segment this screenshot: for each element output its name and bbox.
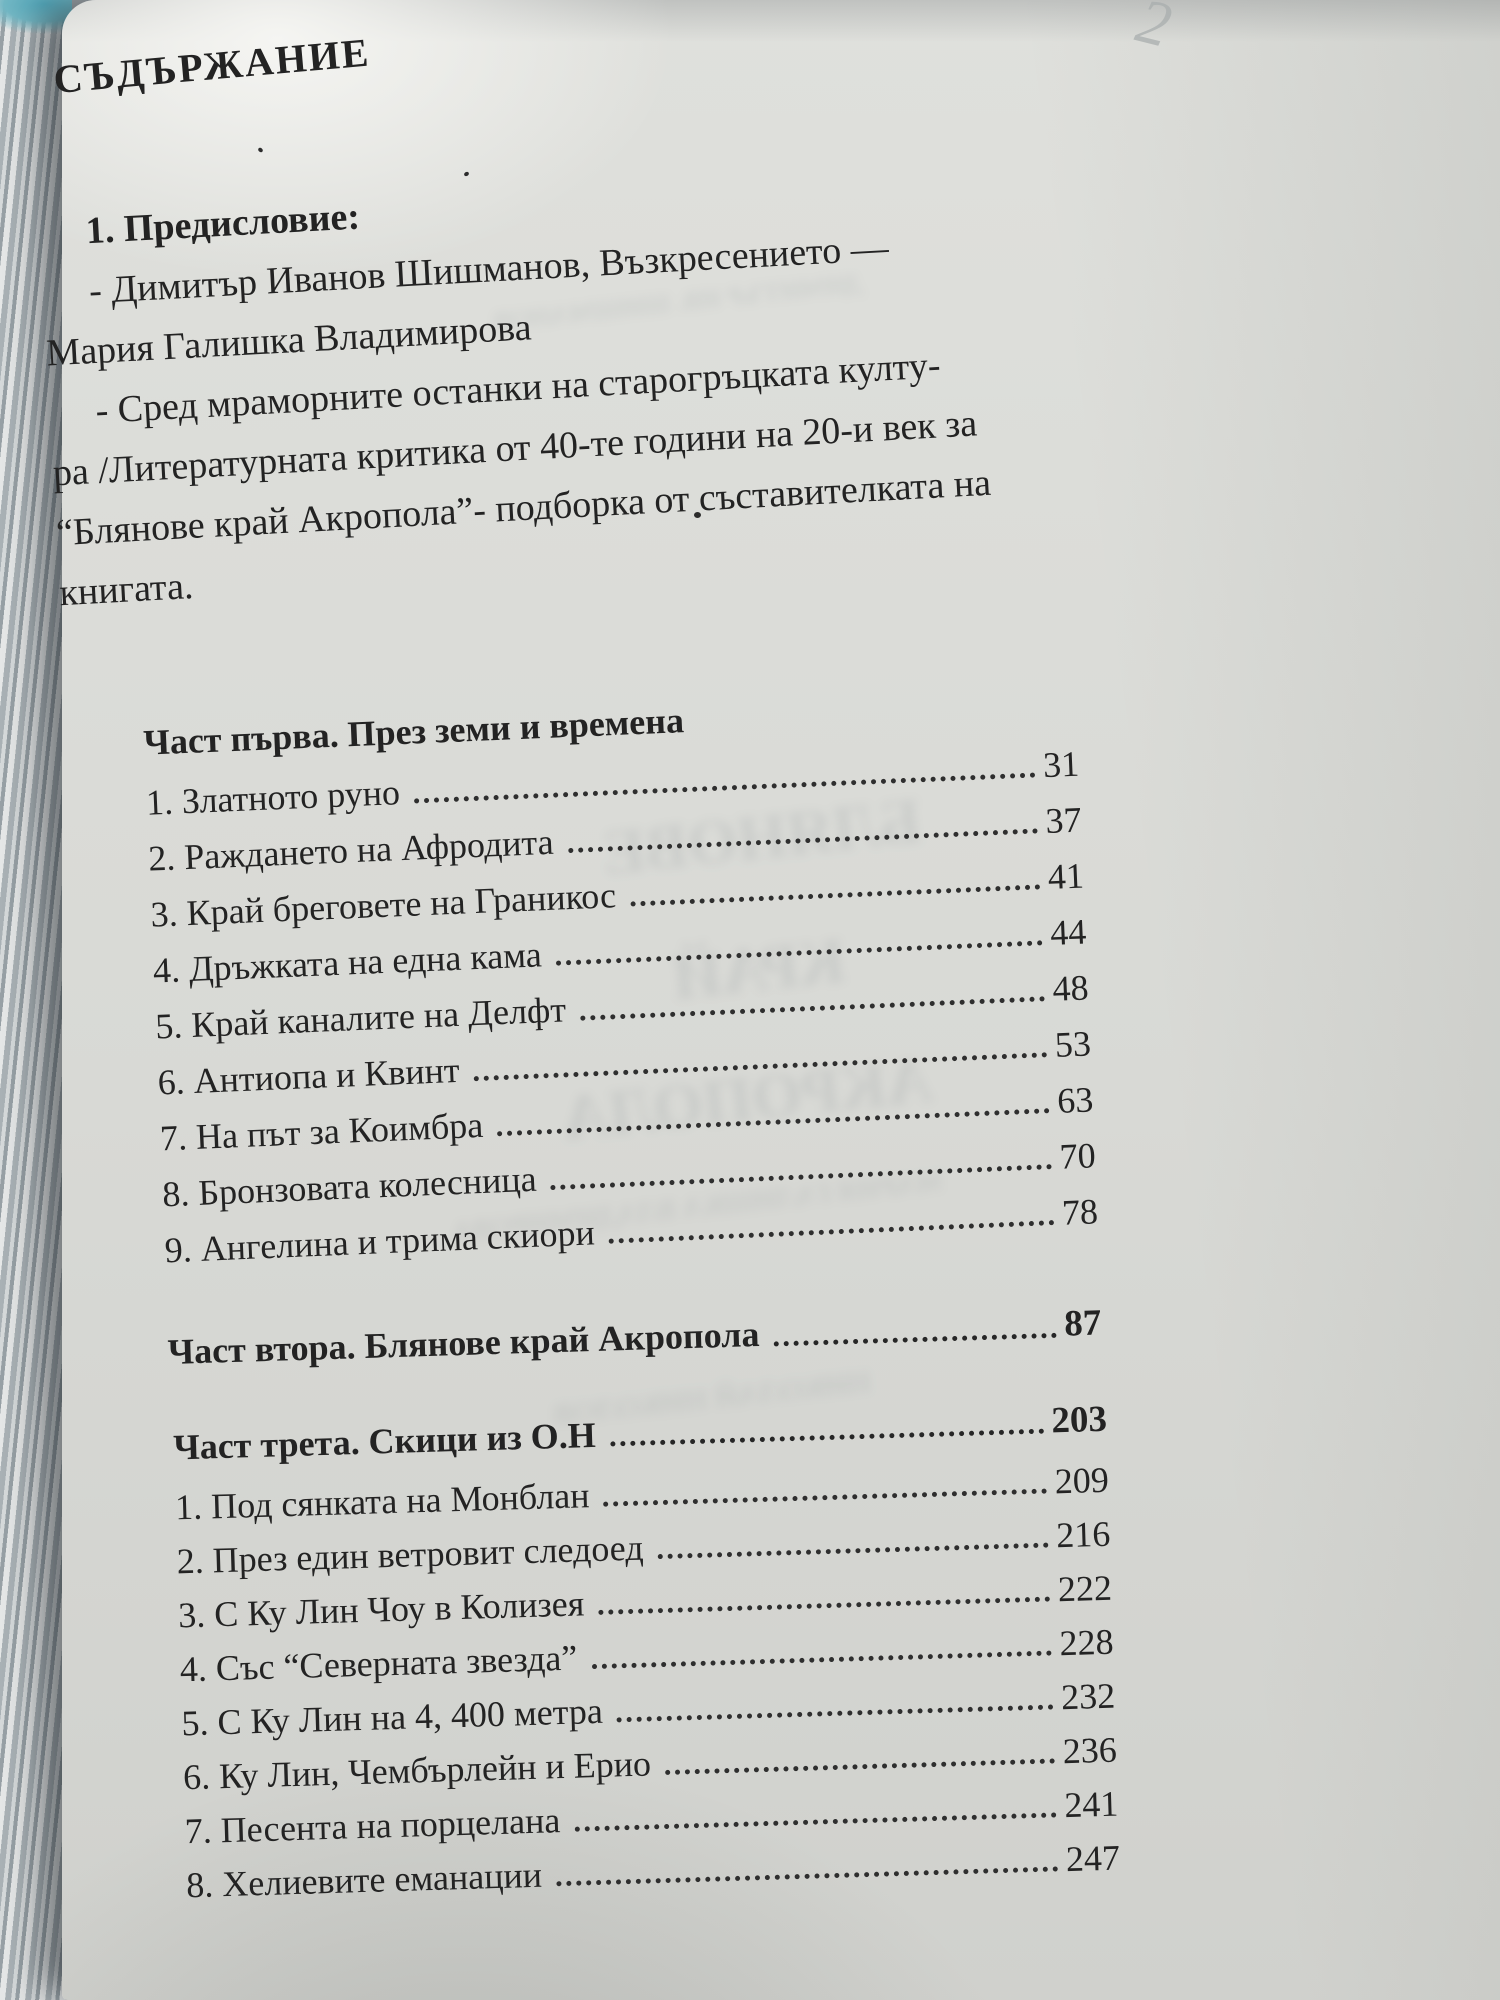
dot-leader [556,1866,1059,1886]
contents-text: СЪДЪРЖАНИЕ 1. Предисловие: - Димитър Ива… [34,0,1123,1913]
toc-entry-page: 63 [1056,1078,1095,1121]
toc-entry-page: 236 [1062,1728,1118,1771]
toc-entry-page: 37 [1044,799,1083,841]
section-heading-part-three: Част трета. Скици из О.Н [172,1414,597,1468]
toc-entry-page: 78 [1061,1190,1099,1233]
contents-page: БЛЯНОВЕ КРАЙ АКРОПОЛА МАРИЯ ГАЛИШКА ВЛАД… [45,0,1500,2000]
toc-entry-page: 53 [1054,1022,1092,1065]
dot-leader [657,1542,1049,1559]
dot-leader [609,1428,1044,1447]
handwritten-mark: 2 [1130,0,1179,61]
toc-entry-page: 209 [1054,1458,1110,1501]
toc-entry-page: 70 [1058,1134,1097,1177]
preface-block: 1. Предисловие: - Димитър Иванов Шишмано… [38,149,1075,623]
toc-entry-page: 48 [1051,966,1090,1009]
page-title: СЪДЪРЖАНИЕ [51,29,372,103]
toc-entry: Част втора. Блянове край Акропола 87 [167,1301,1102,1373]
toc-entry-page: 247 [1065,1836,1121,1879]
toc-entry-page: 203 [1050,1398,1108,1442]
toc-entry-page: 87 [1063,1302,1102,1345]
toc-part-three: Част трета. Скици из О.Н 203 1. Под сянк… [173,1397,1121,1905]
toc-entry-page: 228 [1058,1620,1115,1663]
paper-speck [694,512,701,518]
dot-leader [665,1758,1056,1775]
book-page-edges [0,0,72,2000]
toc-entry-page: 222 [1057,1566,1113,1609]
section-heading-part-two: Част втора. Блянове край Акропола [167,1314,760,1373]
toc-entry-page: 41 [1047,855,1085,897]
toc-entry-title: 9. Ангелина и трима скиори [163,1211,596,1270]
toc-part-one: Част първа. През земи и времена 1. Златн… [143,683,1099,1272]
toc-entry-page: 31 [1042,743,1080,785]
toc-entry-page: 241 [1063,1782,1119,1825]
toc-entry-title: 8. Хелиевите еманации [185,1853,543,1905]
toc-entry-page: 44 [1049,911,1087,953]
dot-leader [608,1220,1055,1244]
toc-part-two: Част втора. Блянове край Акропола 87 [167,1301,1102,1373]
toc-entry-page: 232 [1060,1674,1116,1717]
dot-leader [616,1704,1054,1723]
toc-entry-page: 216 [1055,1512,1111,1555]
dot-leader [773,1332,1057,1347]
